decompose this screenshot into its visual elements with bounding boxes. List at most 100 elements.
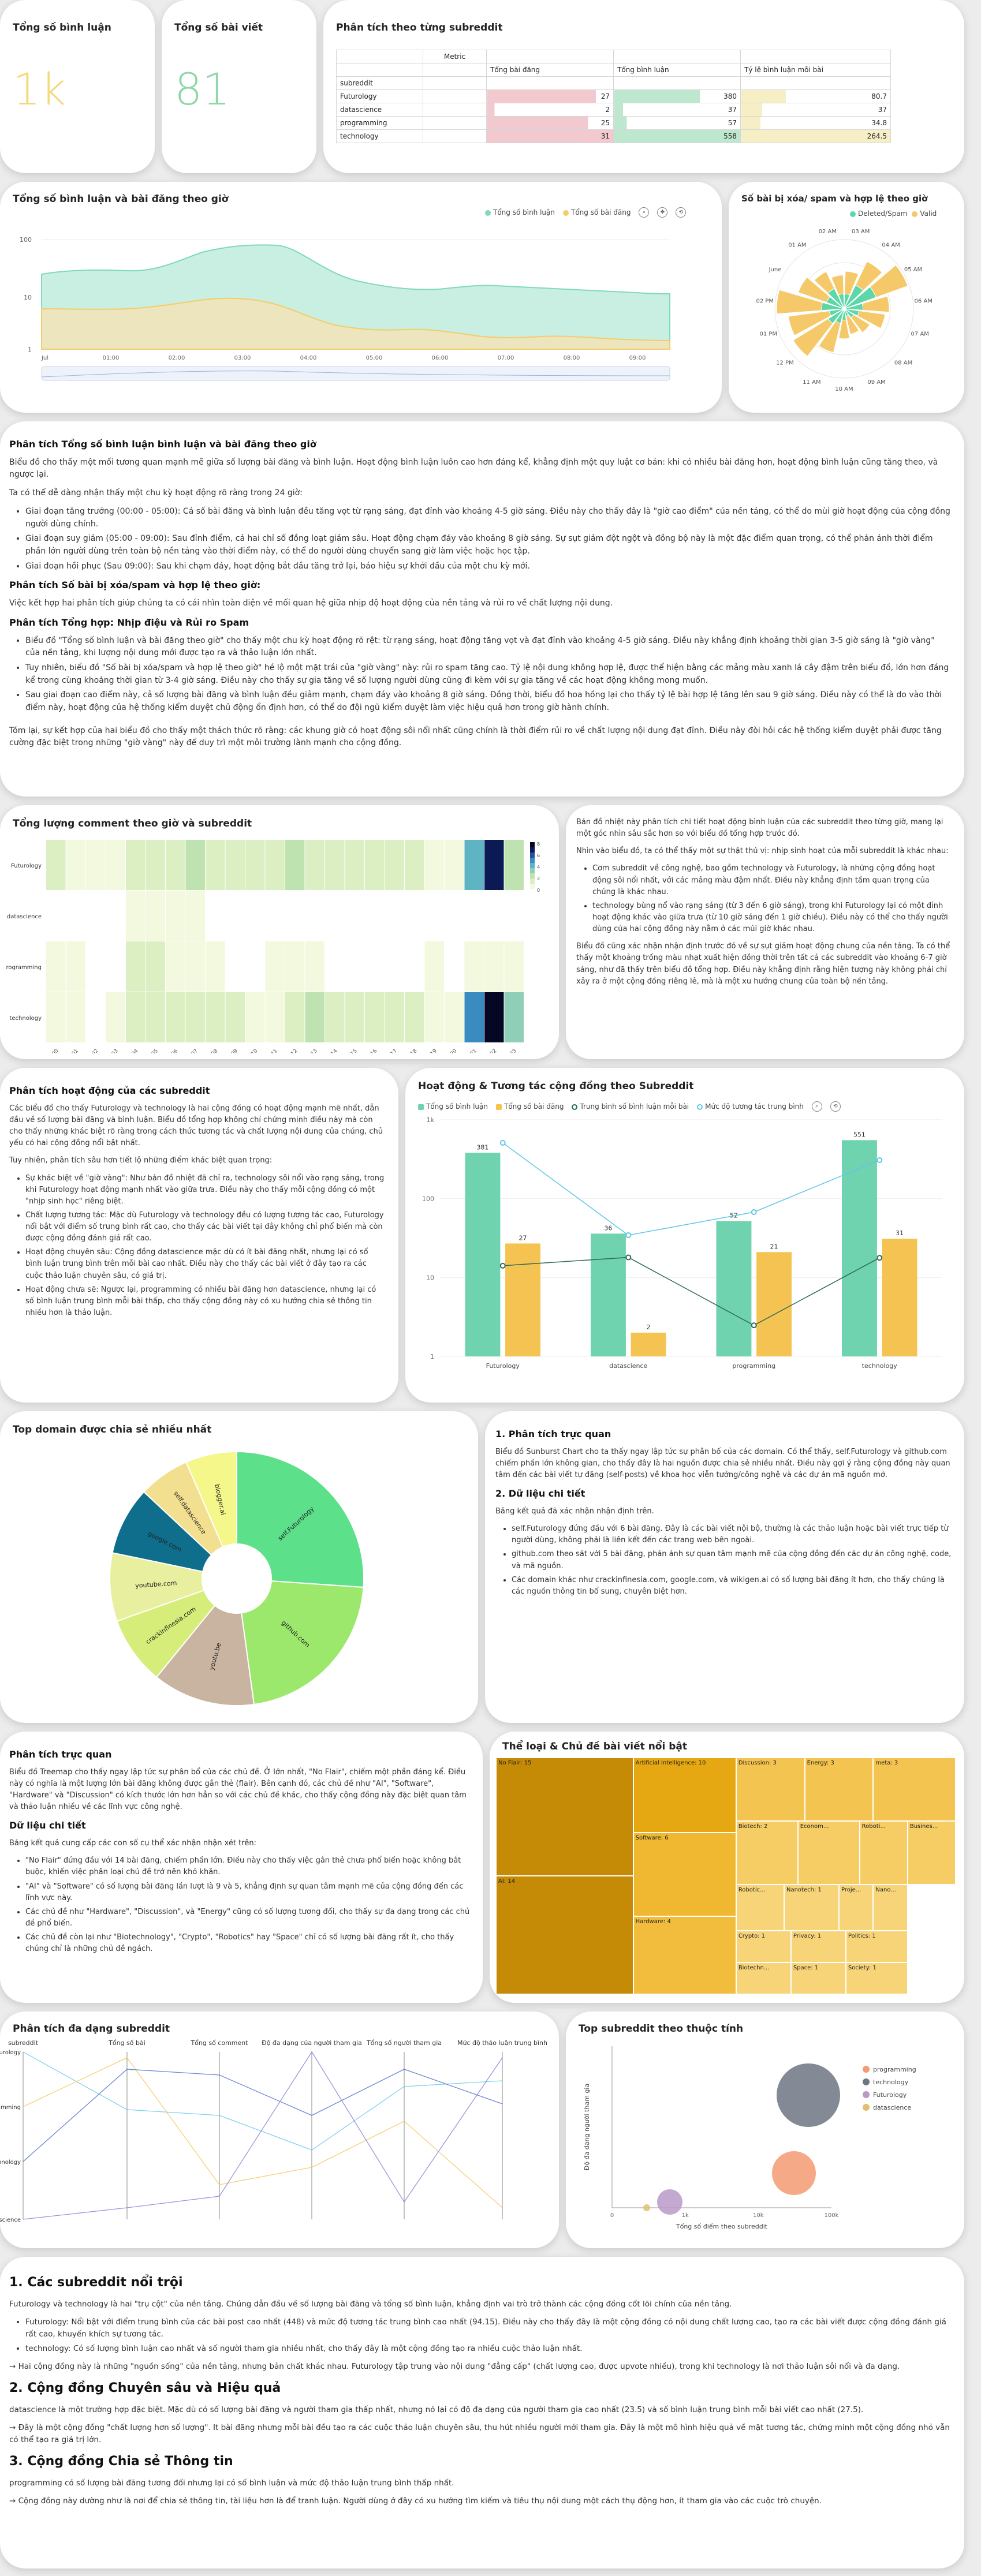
sunburst-label: youtube.com <box>135 1579 177 1590</box>
treemap-cell[interactable]: No Flair: 15 <box>497 1758 633 1875</box>
legend-label: Tổng số bài đăng <box>504 1102 564 1111</box>
treemap-cell[interactable]: Nanotech: 1 <box>784 1885 839 1930</box>
legend-label: Futurology <box>873 2091 907 2099</box>
kpi-posts-value: 81 <box>174 63 230 115</box>
rose-label: 01 AM <box>788 242 806 248</box>
x-tick: programming <box>732 1362 775 1370</box>
treemap-cell[interactable]: Society: 1 <box>846 1963 907 1994</box>
legend-label: technology <box>873 2078 909 2086</box>
zoom-icon[interactable]: ⌕ <box>811 1101 822 1112</box>
avg-comments-point <box>499 1262 506 1269</box>
treemap-cell[interactable]: Crypto: 1 <box>736 1931 790 1962</box>
pan-icon[interactable]: ✥ <box>657 207 668 218</box>
heatmap-cell <box>325 891 345 941</box>
cell-name: Futurology <box>336 89 423 103</box>
treemap-cell[interactable]: AI: 14 <box>497 1876 633 1994</box>
cell-comments: 558 <box>613 129 741 143</box>
reset-icon[interactable]: ⟲ <box>830 1101 841 1112</box>
legend-total-posts[interactable]: Tổng số bài đăng <box>496 1102 564 1111</box>
treemap-cell[interactable]: Roboti... <box>860 1822 907 1884</box>
heatmap-cell <box>484 992 504 1042</box>
treemap-cell[interactable]: Politics: 1 <box>846 1931 907 1962</box>
domain-note-li1: self.Futurology đứng đầu với 6 bài đăng.… <box>512 1523 952 1546</box>
rose-grid <box>774 239 914 379</box>
heatmap-cell <box>66 941 85 992</box>
heatmap-x-label: 20 <box>449 1048 458 1053</box>
parallel-cat-label: technology <box>0 2159 21 2166</box>
y-tick: 1k <box>427 1116 435 1124</box>
parallel-axis-label: Tổng số bài <box>108 2039 146 2047</box>
bar-label: 27 <box>519 1234 527 1242</box>
treemap-cell[interactable]: Software: 6 <box>633 1833 736 1916</box>
rose-deleted-slice <box>827 308 845 324</box>
treemap-cell[interactable]: Artificial Intelligence: 10 <box>633 1758 736 1832</box>
treemap-cell[interactable]: Proje... <box>840 1885 873 1930</box>
heatmap-x-label: 02 <box>91 1048 99 1053</box>
treemap-cell[interactable]: meta: 3 <box>874 1758 955 1820</box>
treemap-cell[interactable]: Discussion: 3 <box>736 1758 804 1820</box>
treemap-cell[interactable]: Nano... <box>874 1885 907 1930</box>
heatmap-cell <box>325 992 345 1042</box>
rose-deleted-slice <box>844 285 864 309</box>
heatmap-cell <box>185 941 205 992</box>
x-axis: Jul 01:00 02:00 03:00 04:00 05:00 06:00 … <box>41 355 646 361</box>
cell-comments: 380 <box>613 89 741 103</box>
bar-comments <box>716 1221 752 1356</box>
parallel-title: Phân tích đa dạng subreddit <box>13 2023 170 2035</box>
heatmap-cell <box>484 891 504 941</box>
treemap-cell[interactable]: Biotechn... <box>736 1963 790 1994</box>
legend-avg-comments[interactable]: Trung bình số bình luận mỗi bài <box>572 1102 689 1111</box>
legend-deleted[interactable]: Deleted/Spam <box>850 210 907 218</box>
hourly-legend: Tổng số bình luận Tổng số bài đăng ⌕ ✥ ⟲ <box>485 207 687 218</box>
treemap-cell[interactable]: Robotic... <box>736 1885 784 1930</box>
scale-swatch <box>530 853 535 858</box>
x-tick: 0 <box>610 2212 614 2219</box>
heatmap-x-label: 00 <box>51 1048 59 1053</box>
treemap-cell[interactable]: Energy: 3 <box>805 1758 873 1820</box>
conclusion: 1. Các subreddit nổi trội Futurology và … <box>9 2270 950 2513</box>
heatmap-cell <box>405 941 424 992</box>
legend-total-comments[interactable]: Tổng số bình luận <box>418 1102 488 1111</box>
legend-avg-engagement[interactable]: Mức độ tương tác trung bình <box>697 1102 804 1111</box>
legend-comments[interactable]: Tổng số bình luận <box>485 208 555 216</box>
zoom-icon[interactable]: ⌕ <box>639 207 650 218</box>
heatmap-x-label: 11 <box>270 1048 279 1053</box>
scale-swatch <box>530 858 535 863</box>
treemap-cell[interactable]: Busines... <box>908 1822 955 1884</box>
scale-tick: 2 <box>537 876 540 881</box>
domain-note-h1: 1. Phân tích trực quan <box>495 1429 611 1440</box>
parallel-cat-label: Futurology <box>0 2050 21 2056</box>
legend-valid[interactable]: Valid <box>912 210 937 218</box>
bar-label: 21 <box>770 1243 778 1250</box>
scale-swatch <box>530 889 535 894</box>
legend-posts[interactable]: Tổng số bài đăng <box>563 208 631 216</box>
conclusion-p1: Futurology và technology là hai "trụ cột… <box>9 2300 732 2309</box>
heatmap-cell <box>86 891 106 941</box>
cell-posts: 27 <box>486 89 614 103</box>
treemap-cell[interactable]: Privacy: 1 <box>791 1931 845 1962</box>
treemap-cell[interactable]: Econom... <box>798 1822 859 1884</box>
heatmap-cell <box>126 992 146 1042</box>
heatmap-cell <box>225 891 245 941</box>
cell-posts: 25 <box>486 116 614 130</box>
bubble-title: Top subreddit theo thuộc tính <box>579 2023 744 2035</box>
parallel-axis-label: Tổng số người tham gia <box>366 2039 442 2047</box>
heatmap-cell <box>365 891 385 941</box>
reset-icon[interactable]: ⟲ <box>676 207 687 218</box>
heatmap-cell <box>126 840 146 890</box>
y-tick: 100 <box>422 1195 434 1203</box>
legend-comments-label: Tổng số bình luận <box>493 208 555 216</box>
x-axis-label: Tổng số điểm theo subreddit <box>676 2223 768 2230</box>
heatmap-cell <box>126 891 146 941</box>
rose-deleted-slice <box>829 308 845 316</box>
heatmap-cell <box>285 941 305 992</box>
heatmap-row-label: technology <box>9 1015 42 1022</box>
treemap-cell[interactable]: Space: 1 <box>791 1963 845 1994</box>
scale-swatch <box>530 868 535 873</box>
treemap-cell[interactable]: Hardware: 4 <box>633 1917 736 1994</box>
kpi-comments-title: Tổng số bình luận <box>13 22 111 33</box>
treemap-cell[interactable]: Biotech: 2 <box>736 1822 797 1884</box>
rose-valid-slice <box>838 308 850 339</box>
treemap-chart: No Flair: 15 AI: 14 Artificial Intelligenc… <box>497 1758 956 1995</box>
heatmap-cell <box>405 992 424 1042</box>
